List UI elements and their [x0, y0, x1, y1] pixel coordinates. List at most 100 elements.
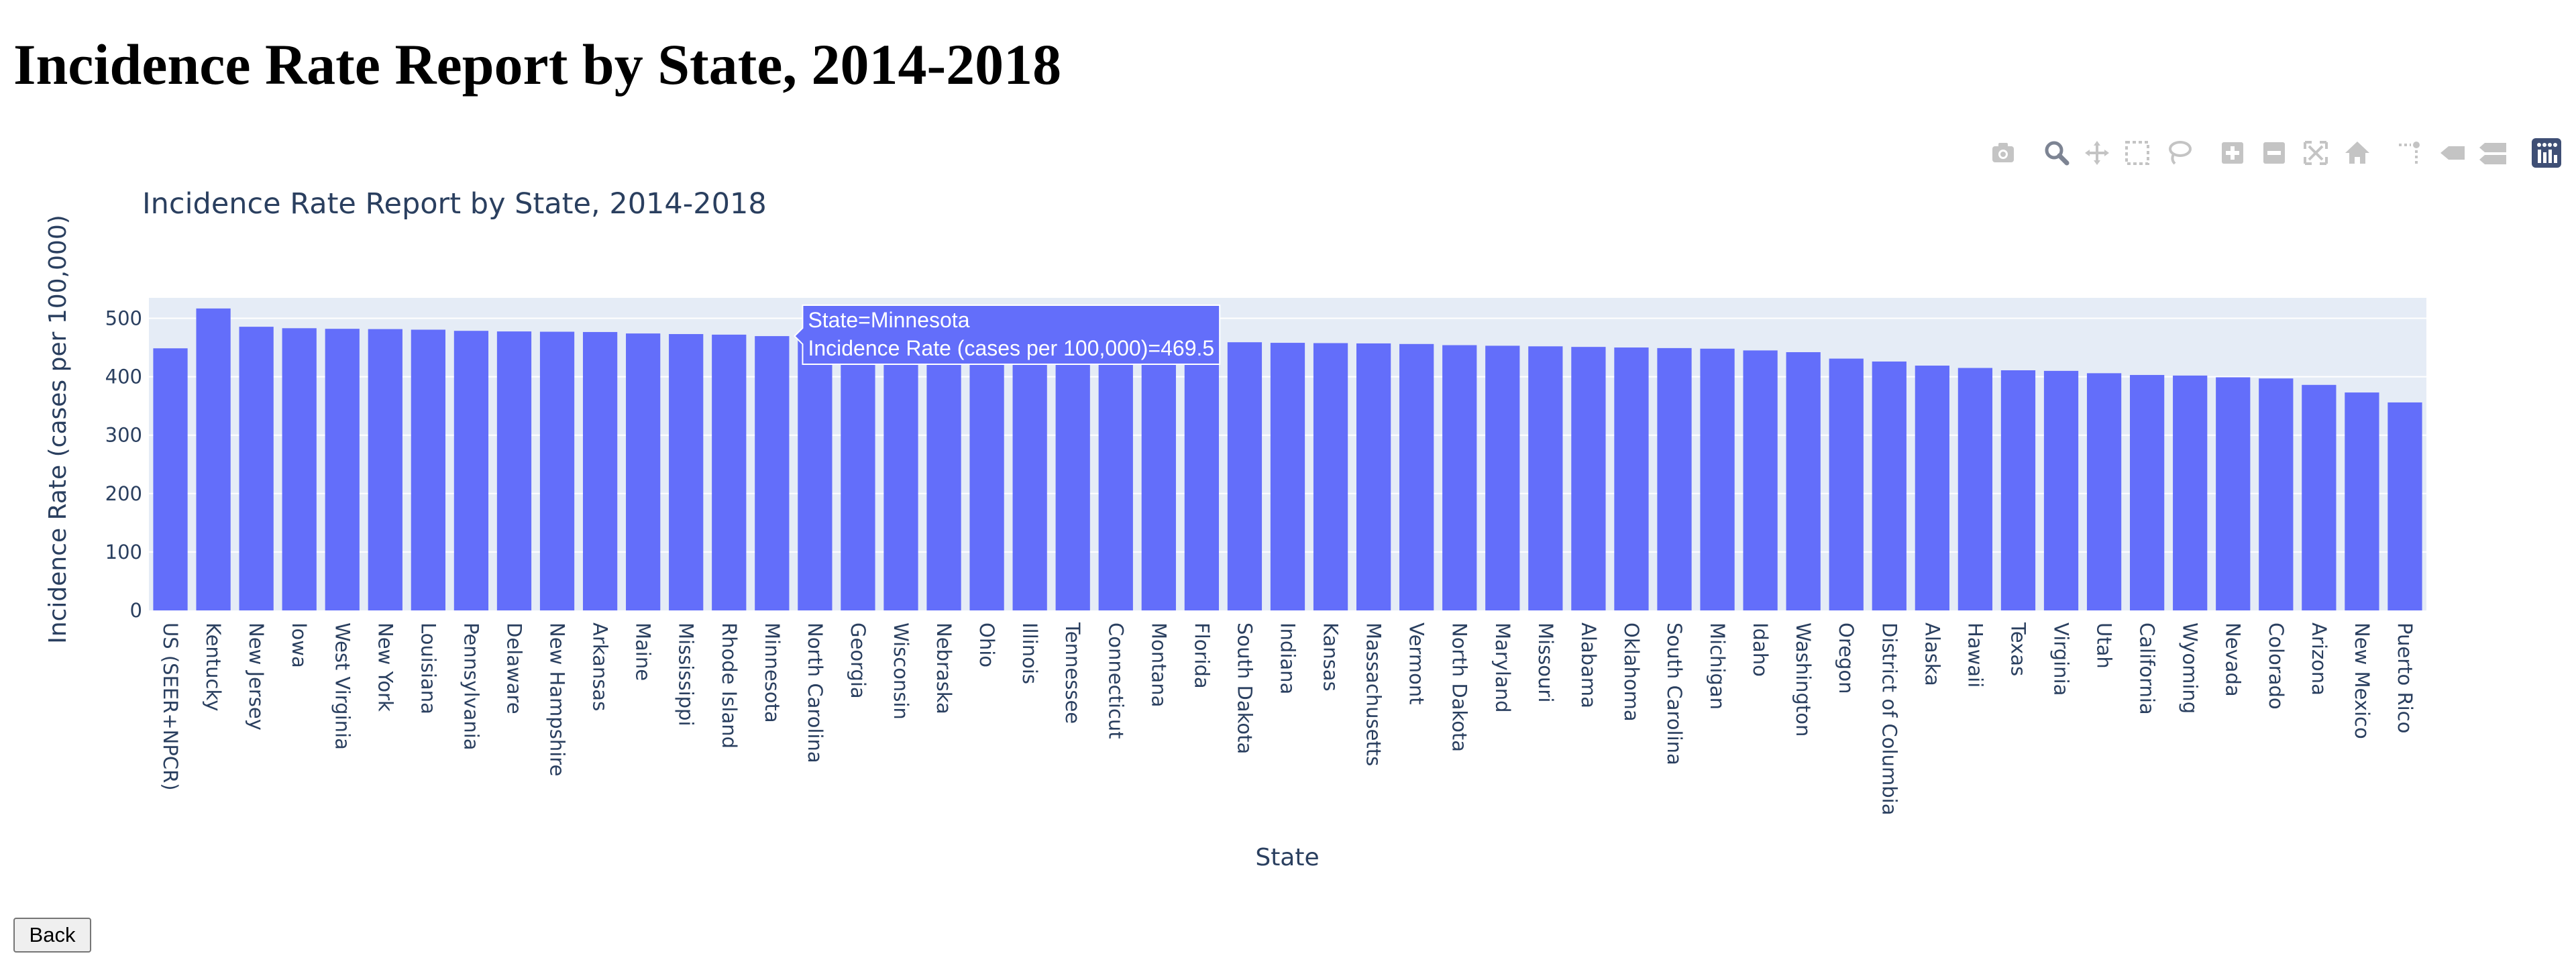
- back-button[interactable]: Back: [13, 918, 91, 953]
- camera-button[interactable]: [1986, 136, 2021, 170]
- bar[interactable]: [1270, 343, 1305, 610]
- box-select-button[interactable]: [2120, 136, 2155, 170]
- home-button[interactable]: [2340, 136, 2375, 170]
- hover-closest-button[interactable]: [2435, 136, 2470, 170]
- bar[interactable]: [1098, 341, 1133, 610]
- x-tick-label: Florida: [1190, 623, 1213, 689]
- bar[interactable]: [1743, 350, 1778, 610]
- bar[interactable]: [196, 308, 231, 610]
- bar[interactable]: [1657, 347, 1692, 610]
- x-tick-label: South Dakota: [1233, 623, 1256, 754]
- bar[interactable]: [755, 336, 790, 610]
- x-tick-label: Texas: [2006, 622, 2029, 676]
- x-tick-label: Georgia: [847, 623, 869, 699]
- bar[interactable]: [1700, 348, 1735, 610]
- bar[interactable]: [2173, 375, 2208, 610]
- bar[interactable]: [368, 329, 402, 610]
- x-tick-label: Tennessee: [1061, 622, 1084, 724]
- bar[interactable]: [2302, 384, 2337, 610]
- bar[interactable]: [282, 328, 317, 610]
- bar[interactable]: [1485, 345, 1520, 610]
- bar[interactable]: [453, 331, 489, 610]
- x-tick-label: Minnesota: [761, 623, 784, 723]
- bar[interactable]: [325, 329, 360, 610]
- x-tick-label: Nevada: [2222, 623, 2245, 697]
- x-tick-label: Arkansas: [589, 623, 612, 711]
- zoom-in-button[interactable]: [2215, 136, 2250, 170]
- x-tick-label: Iowa: [288, 623, 311, 668]
- y-tick-label: 300: [105, 424, 142, 447]
- bar[interactable]: [1141, 341, 1176, 610]
- bar[interactable]: [539, 331, 575, 610]
- lasso-select-button[interactable]: [2161, 136, 2196, 170]
- bar[interactable]: [1915, 366, 1949, 610]
- bar[interactable]: [2387, 402, 2422, 610]
- x-tick-label: Vermont: [1405, 623, 1428, 705]
- bar[interactable]: [2130, 374, 2165, 610]
- zoom-out-icon: [2263, 142, 2285, 164]
- bar[interactable]: [239, 327, 274, 610]
- bar[interactable]: [969, 340, 1004, 610]
- bar[interactable]: [626, 333, 661, 610]
- bar[interactable]: [1313, 343, 1348, 610]
- pan-button[interactable]: [2080, 136, 2114, 170]
- bar[interactable]: [1184, 341, 1220, 610]
- bar[interactable]: [1442, 345, 1477, 610]
- bar[interactable]: [1786, 352, 1821, 610]
- bar[interactable]: [582, 331, 618, 610]
- zoom-in-icon: [2222, 142, 2243, 164]
- x-tick-label: Alaska: [1921, 623, 1943, 686]
- x-tick-label: New Mexico: [2351, 623, 2373, 739]
- bar[interactable]: [883, 339, 918, 610]
- x-tick-label: New Hampshire: [546, 623, 569, 776]
- bar[interactable]: [2086, 373, 2122, 610]
- x-axis-title: State: [1255, 844, 1319, 871]
- bar[interactable]: [411, 329, 445, 610]
- bar[interactable]: [1528, 346, 1563, 610]
- x-tick-label: Utah: [2093, 623, 2116, 669]
- spike-lines-button[interactable]: [2394, 136, 2428, 170]
- spike-lines-icon: [2399, 142, 2420, 164]
- x-tick-label: Oklahoma: [1620, 623, 1643, 722]
- x-tick-label: District of Columbia: [1878, 623, 1900, 815]
- bar[interactable]: [669, 334, 704, 610]
- x-tick-label: Connecticut: [1104, 623, 1127, 739]
- bar[interactable]: [496, 331, 532, 610]
- plotly-logo-button[interactable]: [2529, 136, 2564, 170]
- pan-icon: [2085, 141, 2109, 165]
- bar[interactable]: [926, 339, 961, 610]
- bar[interactable]: [1872, 361, 1907, 610]
- bar[interactable]: [2345, 392, 2379, 610]
- hover-compare-icon: [2479, 143, 2506, 164]
- bar[interactable]: [1012, 341, 1047, 610]
- zoom-button[interactable]: [2039, 136, 2074, 170]
- bar[interactable]: [1957, 368, 1993, 610]
- autoscale-button[interactable]: [2298, 136, 2333, 170]
- chart-title: Incidence Rate Report by State, 2014-201…: [142, 187, 767, 221]
- bar[interactable]: [798, 338, 833, 610]
- x-tick-label: Alabama: [1577, 623, 1600, 708]
- bar[interactable]: [2043, 370, 2079, 610]
- bar[interactable]: [1055, 341, 1090, 610]
- hover-compare-button[interactable]: [2475, 136, 2510, 170]
- x-tick-label: Delaware: [502, 623, 525, 714]
- lasso-select-icon: [2169, 141, 2192, 165]
- bar[interactable]: [841, 338, 875, 610]
- bar[interactable]: [2000, 370, 2036, 610]
- bar[interactable]: [1614, 347, 1649, 610]
- hover-rate-text: Incidence Rate (cases per 100,000)=469.5: [808, 336, 1214, 360]
- bar[interactable]: [1399, 343, 1434, 610]
- bar[interactable]: [2259, 378, 2294, 610]
- bar[interactable]: [1356, 343, 1391, 610]
- bar-chart-svg: 0 100 200 300 400 500 US (SEER+NPCR) Kentucky N…: [44, 187, 2426, 871]
- bar[interactable]: [1227, 342, 1263, 610]
- bar[interactable]: [1829, 358, 1864, 610]
- bar[interactable]: [1571, 347, 1606, 610]
- zoom-out-button[interactable]: [2257, 136, 2292, 170]
- y-tick-label: 500: [105, 307, 142, 329]
- bar[interactable]: [2216, 377, 2251, 610]
- y-tick-label: 400: [105, 366, 142, 388]
- bar[interactable]: [153, 348, 188, 610]
- bar[interactable]: [712, 334, 747, 610]
- plotly-logo-icon: [2532, 138, 2561, 168]
